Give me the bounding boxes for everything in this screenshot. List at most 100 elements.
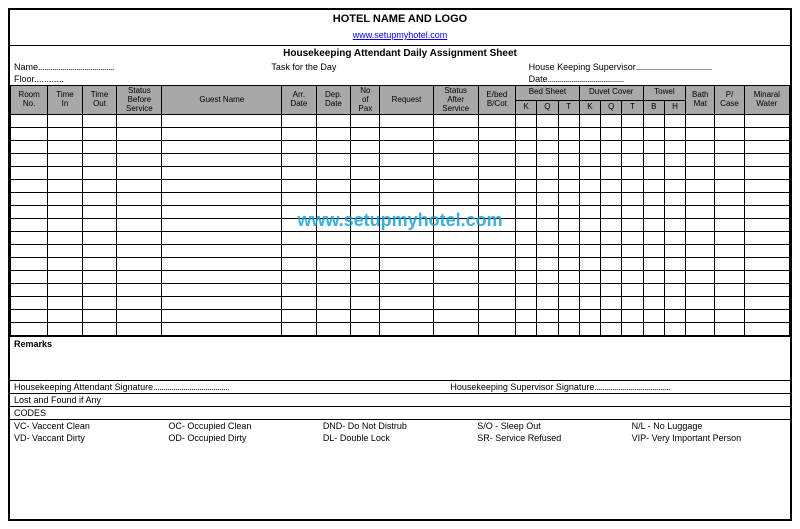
table-cell — [316, 115, 351, 128]
col-bs-k: K — [515, 100, 536, 115]
table-cell — [622, 154, 643, 167]
table-cell — [478, 232, 515, 245]
table-cell — [433, 193, 478, 206]
col-no-pax: NoofPax — [351, 86, 380, 115]
table-cell — [558, 271, 579, 284]
table-row — [11, 141, 790, 154]
table-cell — [686, 180, 715, 193]
table-cell — [48, 141, 83, 154]
table-cell — [643, 232, 664, 245]
table-cell — [643, 284, 664, 297]
col-ebed: E/bedB/Cot — [478, 86, 515, 115]
table-cell — [601, 323, 622, 336]
code-item: DND- Do Not Distrub — [323, 421, 477, 431]
col-dc-q: Q — [601, 100, 622, 115]
table-cell — [316, 245, 351, 258]
table-cell — [11, 193, 48, 206]
table-cell — [478, 284, 515, 297]
table-cell — [117, 141, 162, 154]
table-cell — [579, 323, 600, 336]
table-cell — [715, 310, 744, 323]
table-cell — [515, 271, 536, 284]
table-cell — [48, 219, 83, 232]
table-cell — [162, 154, 282, 167]
table-cell — [11, 128, 48, 141]
table-cell — [601, 141, 622, 154]
table-cell — [558, 180, 579, 193]
table-cell — [162, 115, 282, 128]
website-link[interactable]: www.setupmyhotel.com — [353, 30, 448, 40]
table-cell — [82, 167, 117, 180]
table-cell — [117, 167, 162, 180]
table-cell — [478, 297, 515, 310]
table-cell — [579, 219, 600, 232]
table-cell — [579, 154, 600, 167]
col-guest-name: Guest Name — [162, 86, 282, 115]
table-cell — [162, 193, 282, 206]
table-cell — [515, 154, 536, 167]
table-cell — [715, 323, 744, 336]
table-cell — [478, 271, 515, 284]
col-tw-b: B — [643, 100, 664, 115]
table-cell — [601, 258, 622, 271]
table-cell — [433, 219, 478, 232]
table-cell — [351, 141, 380, 154]
table-cell — [744, 180, 789, 193]
table-cell — [11, 297, 48, 310]
table-cell — [664, 271, 685, 284]
table-cell — [11, 323, 48, 336]
table-cell — [515, 310, 536, 323]
table-cell — [515, 232, 536, 245]
table-cell — [82, 284, 117, 297]
table-cell — [744, 323, 789, 336]
table-cell — [380, 297, 433, 310]
table-cell — [686, 245, 715, 258]
table-cell — [162, 310, 282, 323]
table-cell — [643, 128, 664, 141]
table-cell — [82, 258, 117, 271]
table-cell — [622, 167, 643, 180]
code-item: VC- Vaccent Clean — [14, 421, 168, 431]
table-cell — [601, 128, 622, 141]
table-cell — [686, 128, 715, 141]
table-cell — [601, 232, 622, 245]
table-cell — [515, 206, 536, 219]
table-cell — [380, 167, 433, 180]
table-cell — [11, 180, 48, 193]
table-cell — [715, 219, 744, 232]
table-cell — [744, 115, 789, 128]
table-cell — [579, 141, 600, 154]
table-cell — [282, 167, 317, 180]
table-cell — [558, 219, 579, 232]
supervisor-label: House Keeping Supervisor — [529, 62, 636, 72]
table-cell — [622, 193, 643, 206]
table-cell — [744, 154, 789, 167]
table-cell — [316, 141, 351, 154]
table-cell — [558, 167, 579, 180]
table-cell — [601, 284, 622, 297]
table-cell — [478, 206, 515, 219]
table-cell — [579, 297, 600, 310]
table-cell — [48, 271, 83, 284]
table-cell — [82, 128, 117, 141]
col-dep-date: Dep.Date — [316, 86, 351, 115]
col-status-after: StatusAfterService — [433, 86, 478, 115]
table-cell — [579, 310, 600, 323]
table-cell — [117, 310, 162, 323]
col-time-in: TimeIn — [48, 86, 83, 115]
table-cell — [664, 141, 685, 154]
table-cell — [643, 258, 664, 271]
table-cell — [433, 297, 478, 310]
table-cell — [162, 258, 282, 271]
table-cell — [351, 310, 380, 323]
table-cell — [643, 271, 664, 284]
table-cell — [316, 154, 351, 167]
table-cell — [316, 232, 351, 245]
table-cell — [380, 193, 433, 206]
table-cell — [282, 128, 317, 141]
table-row — [11, 310, 790, 323]
table-cell — [380, 323, 433, 336]
table-cell — [537, 180, 558, 193]
codes-row-2: VD- Vaccant Dirty OD- Occupied Dirty DL-… — [10, 432, 790, 444]
table-cell — [351, 258, 380, 271]
